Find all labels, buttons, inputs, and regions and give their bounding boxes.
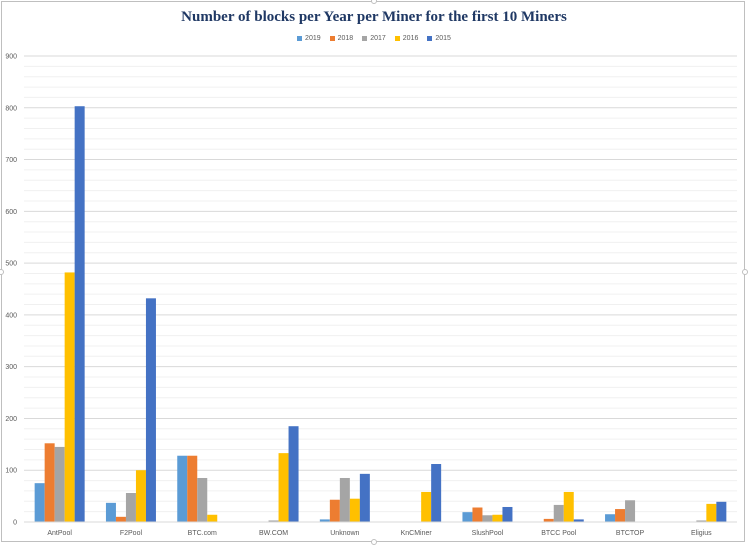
y-tick-label: 0 — [13, 520, 17, 527]
x-tick-label: F2Pool — [120, 530, 143, 537]
bar-btc-com-2017 — [197, 477, 208, 522]
bar-f2pool-2018 — [115, 516, 126, 522]
bar-eligius-2016 — [706, 503, 717, 522]
legend-swatch — [362, 36, 368, 41]
bar-unknown-2016 — [349, 498, 360, 522]
bar-antpool-2015 — [74, 106, 85, 523]
x-tick-label: BTC.com — [188, 530, 217, 537]
x-tick-label: BTCTOP — [616, 530, 645, 537]
bar-f2pool-2019 — [105, 502, 116, 522]
resize-handle-top[interactable] — [371, 0, 377, 4]
y-tick-label: 100 — [5, 468, 17, 475]
bar-slushpool-2018 — [472, 507, 483, 522]
bar-slushpool-2019 — [462, 512, 473, 522]
y-tick-label: 400 — [5, 312, 17, 319]
y-tick-label: 700 — [5, 157, 17, 164]
x-tick-label: Eligius — [691, 530, 712, 537]
y-tick-label: 800 — [5, 105, 17, 112]
x-tick-label: SlushPool — [472, 530, 504, 537]
bar-kncminer-2015 — [431, 464, 442, 522]
bar-btctop-2017 — [625, 500, 636, 522]
legend-item-2015: 2015 — [427, 35, 451, 42]
x-tick-label: BW.COM — [259, 530, 288, 537]
bar-bw-com-2015 — [288, 426, 299, 522]
chart-title: Number of blocks per Year per Miner for … — [181, 9, 567, 25]
bar-btctop-2019 — [605, 514, 616, 522]
bar-btc-com-2018 — [187, 455, 198, 522]
x-tick-label: AntPool — [47, 530, 72, 537]
bar-btcc-pool-2018 — [543, 518, 554, 522]
y-tick-label: 600 — [5, 209, 17, 216]
bar-unknown-2019 — [319, 519, 330, 522]
y-tick-label: 500 — [5, 261, 17, 268]
bar-antpool-2018 — [44, 443, 55, 522]
bar-antpool-2016 — [64, 272, 75, 522]
bar-btc-com-2019 — [177, 455, 188, 522]
y-tick-label: 900 — [5, 54, 17, 61]
bar-slushpool-2016 — [492, 514, 503, 522]
bar-kncminer-2016 — [421, 491, 432, 522]
bar-bw-com-2017 — [268, 520, 279, 522]
resize-handle-left[interactable] — [0, 269, 4, 275]
bar-antpool-2017 — [54, 446, 65, 522]
legend-label: 2016 — [402, 35, 419, 42]
bar-btctop-2018 — [615, 509, 626, 522]
bar-f2pool-2015 — [145, 298, 156, 522]
legend-label: 2017 — [370, 35, 386, 42]
bar-eligius-2015 — [716, 501, 727, 522]
legend-label: 2018 — [337, 35, 354, 42]
y-tick-label: 300 — [5, 364, 17, 371]
legend-item-2018: 2018 — [329, 35, 354, 42]
bar-unknown-2018 — [329, 499, 340, 522]
bar-unknown-2015 — [359, 473, 370, 522]
legend-label: 2019 — [305, 35, 321, 42]
bar-btcc-pool-2015 — [573, 519, 584, 522]
bar-btcc-pool-2017 — [553, 504, 564, 522]
legend-swatch — [427, 36, 433, 41]
legend-swatch — [329, 36, 335, 41]
bar-antpool-2019 — [34, 483, 45, 522]
x-tick-label: Unknown — [330, 530, 359, 537]
legend-label: 2015 — [435, 35, 451, 42]
bar-unknown-2017 — [339, 477, 350, 522]
bar-f2pool-2017 — [125, 493, 136, 522]
bar-btcc-pool-2016 — [563, 491, 574, 522]
chart-legend: 2019 2018 2017 2016 2015 — [0, 35, 748, 42]
legend-item-2019: 2019 — [297, 35, 321, 42]
bar-f2pool-2016 — [135, 470, 146, 522]
x-tick-label: KnCMiner — [401, 530, 433, 537]
legend-swatch — [394, 36, 400, 41]
bar-eligius-2017 — [696, 520, 707, 522]
legend-item-2016: 2016 — [394, 35, 419, 42]
bar-slushpool-2017 — [482, 515, 493, 522]
legend-swatch — [297, 36, 303, 41]
legend-item-2017: 2017 — [362, 35, 386, 42]
bar-btc-com-2016 — [207, 514, 218, 522]
x-tick-label: BTCC Pool — [541, 530, 576, 537]
bar-slushpool-2015 — [502, 506, 513, 522]
y-tick-label: 200 — [5, 416, 17, 423]
bar-bw-com-2016 — [278, 453, 289, 522]
